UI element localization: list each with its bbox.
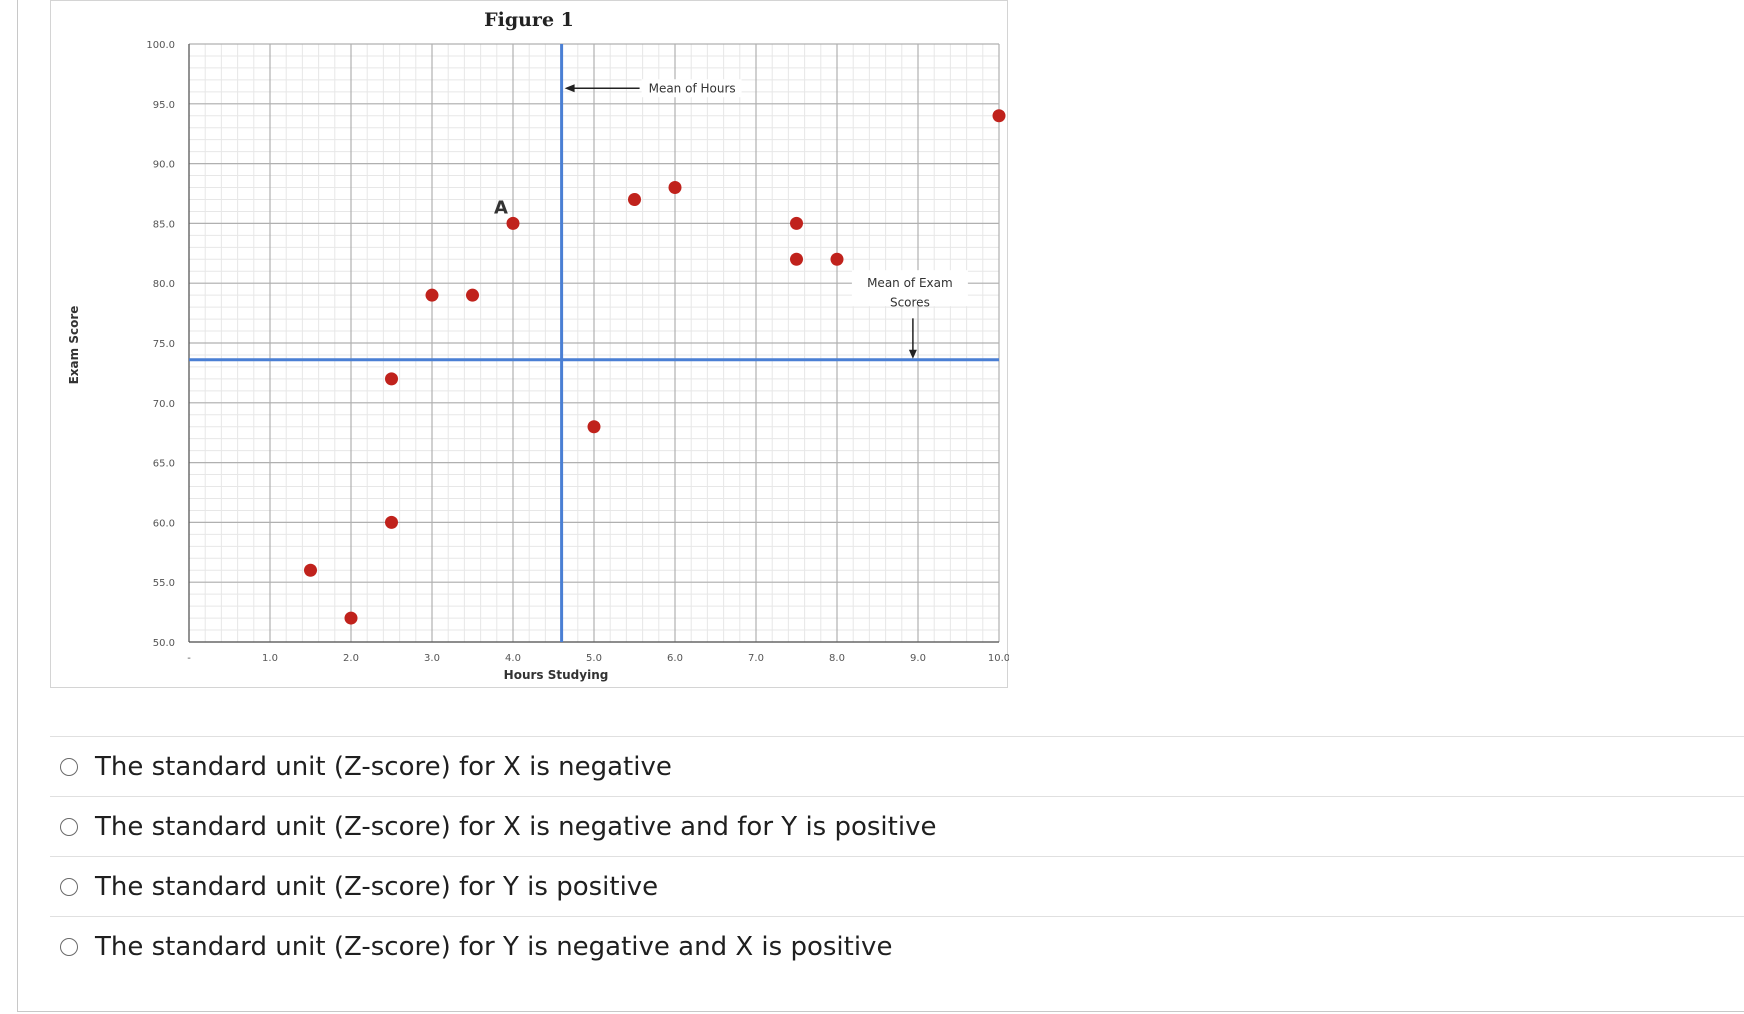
radio-button[interactable] [60, 817, 78, 836]
data-point [587, 420, 601, 434]
data-point [830, 252, 844, 266]
mean-hours-annotation: Mean of Hours [564, 79, 742, 98]
figure-1: 50.0 55.0 60.0 65.0 70.0 75.0 80.0 85.0 90.0 95.0… [50, 0, 1009, 688]
x-tick-label: 4.0 [505, 653, 521, 664]
x-tick-label: 10.0 [988, 653, 1009, 664]
x-tick-label: 5.0 [586, 653, 602, 664]
data-point [304, 563, 317, 577]
option-label: The standard unit (Z-score) for Y is neg… [95, 931, 893, 962]
y-tick-label: 75.0 [153, 339, 175, 350]
data-point [992, 109, 1006, 123]
x-tick-label: 2.0 [343, 653, 359, 664]
x-tick-label: - [187, 653, 191, 664]
option-label: The standard unit (Z-score) for Y is pos… [95, 871, 659, 902]
mean-exam-label-line1: Mean of Exam [867, 276, 953, 290]
answer-options: The standard unit (Z-score) for X is neg… [50, 736, 1744, 976]
radio-button[interactable] [60, 937, 78, 956]
y-axis-label: Exam Score [67, 306, 81, 385]
data-point [628, 192, 641, 206]
chart-title: Figure 1 [484, 9, 574, 31]
data-point [385, 515, 398, 529]
data-point [466, 288, 479, 302]
mean-hours-label: Mean of Hours [649, 81, 736, 95]
option-label: The standard unit (Z-score) for X is neg… [95, 811, 937, 842]
data-point [790, 216, 803, 230]
x-tick-label: 9.0 [910, 653, 926, 664]
data-point [668, 181, 682, 195]
option-label: The standard unit (Z-score) for X is neg… [95, 751, 672, 782]
answer-option-3[interactable]: The standard unit (Z-score) for Y is pos… [50, 856, 1744, 916]
x-tick-label: 1.0 [262, 653, 278, 664]
y-tick-label: 100.0 [146, 40, 175, 51]
question-frame [17, 0, 1744, 1012]
y-tick-label: 95.0 [153, 100, 175, 111]
y-tick-label: 90.0 [153, 160, 175, 171]
y-tick-label: 65.0 [153, 459, 175, 470]
y-tick-label: 80.0 [153, 279, 175, 290]
data-point [344, 611, 358, 625]
answer-option-4[interactable]: The standard unit (Z-score) for Y is neg… [50, 916, 1744, 976]
data-point [425, 288, 439, 302]
answer-option-1[interactable]: The standard unit (Z-score) for X is neg… [50, 736, 1744, 796]
x-axis-label: Hours Studying [504, 668, 609, 682]
radio-button[interactable] [60, 877, 78, 896]
x-tick-label: 3.0 [424, 653, 440, 664]
data-point [506, 216, 520, 230]
y-tick-label: 85.0 [153, 219, 175, 230]
x-tick-label: 8.0 [829, 653, 845, 664]
answer-option-2[interactable]: The standard unit (Z-score) for X is neg… [50, 796, 1744, 856]
y-tick-label: 60.0 [153, 518, 175, 529]
mean-exam-label-line2: Scores [890, 295, 930, 309]
point-a-label: A [494, 197, 508, 218]
y-tick-label: 50.0 [153, 638, 175, 649]
x-tick-label: 6.0 [667, 653, 683, 664]
mean-exam-annotation: Mean of Exam Scores [851, 270, 968, 359]
scatter-chart: 50.0 55.0 60.0 65.0 70.0 75.0 80.0 85.0 90.0 95.0… [67, 9, 1009, 682]
data-point [385, 372, 398, 386]
y-tick-label: 55.0 [153, 578, 175, 589]
x-tick-label: 7.0 [748, 653, 764, 664]
data-point [790, 252, 803, 266]
radio-button[interactable] [60, 757, 78, 776]
y-tick-label: 70.0 [153, 399, 175, 410]
